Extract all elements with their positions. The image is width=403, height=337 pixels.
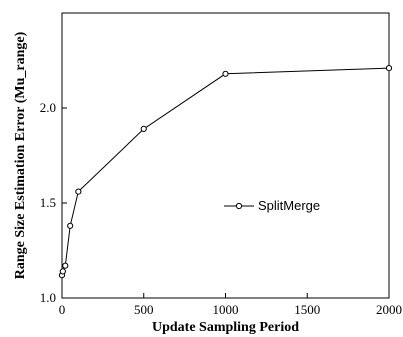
y-tick-label: 2.0: [40, 100, 56, 115]
data-point: [140, 125, 147, 132]
legend: SplitMerge: [224, 198, 320, 213]
x-axis-title: Update Sampling Period: [152, 320, 299, 335]
x-tick-label: 1000: [213, 302, 239, 317]
x-tick-label: 0: [59, 302, 66, 317]
y-axis-title: Range Size Estimation Error (Mu_range): [13, 31, 28, 279]
x-tick-label: 1500: [294, 302, 320, 317]
x-tick-label: 500: [134, 302, 154, 317]
series-line: [61, 67, 390, 276]
data-point: [222, 70, 229, 77]
legend-marker: [235, 202, 243, 210]
y-tick-label: 1.0: [40, 290, 56, 305]
plot-area-frame: [61, 12, 390, 299]
x-axis: 0 500 1000 1500 2000: [59, 293, 402, 317]
legend-label: SplitMerge: [258, 198, 320, 213]
y-tick-label: 1.5: [40, 195, 56, 210]
data-point: [385, 65, 393, 72]
data-point: [59, 268, 66, 275]
data-point: [67, 222, 74, 229]
y-axis: 1.0 1.5 2.0: [40, 100, 67, 305]
data-point: [62, 262, 69, 269]
series-layer: [58, 65, 393, 279]
x-tick-label: 2000: [376, 302, 402, 317]
data-point: [75, 188, 82, 195]
